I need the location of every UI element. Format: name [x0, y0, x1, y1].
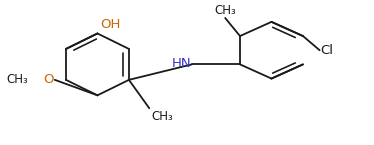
- Text: OH: OH: [100, 18, 120, 31]
- Text: HN: HN: [172, 57, 191, 70]
- Text: CH₃: CH₃: [214, 4, 236, 17]
- Text: CH₃: CH₃: [151, 110, 173, 123]
- Text: O: O: [43, 73, 54, 86]
- Text: CH₃: CH₃: [6, 73, 28, 86]
- Text: Cl: Cl: [321, 44, 334, 57]
